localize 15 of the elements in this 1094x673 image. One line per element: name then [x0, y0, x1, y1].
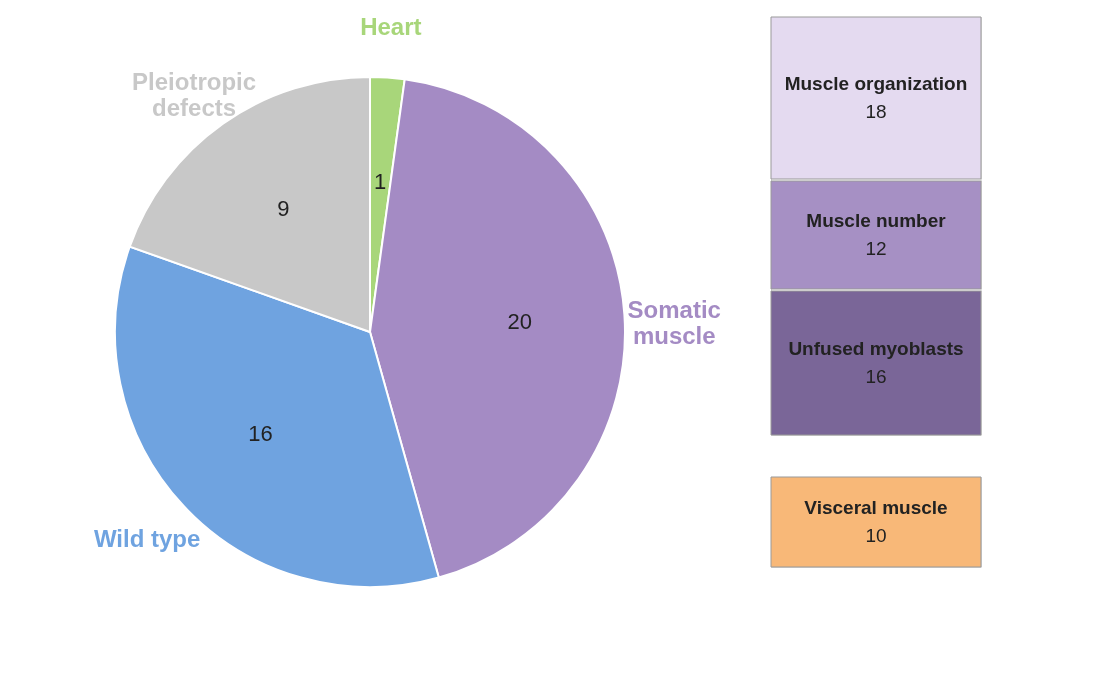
- category-label: Unfused myoblasts: [788, 338, 964, 359]
- slice-label: Somatic muscle: [627, 296, 721, 350]
- data-label: 20: [507, 308, 532, 334]
- slice-label: Wild type: [93, 525, 201, 553]
- data-label: 9: [277, 196, 290, 222]
- category-label: Muscle organization: [784, 73, 968, 94]
- slice-label: Heart: [360, 12, 422, 40]
- data-label: 1: [374, 169, 387, 195]
- data-label: 10: [865, 525, 887, 546]
- data-label: 12: [865, 238, 887, 259]
- data-label: 16: [248, 421, 273, 447]
- category-label: Visceral muscle: [804, 497, 948, 518]
- data-label: 18: [865, 101, 887, 122]
- data-label: 16: [865, 366, 887, 387]
- category-label: Muscle number: [806, 210, 947, 231]
